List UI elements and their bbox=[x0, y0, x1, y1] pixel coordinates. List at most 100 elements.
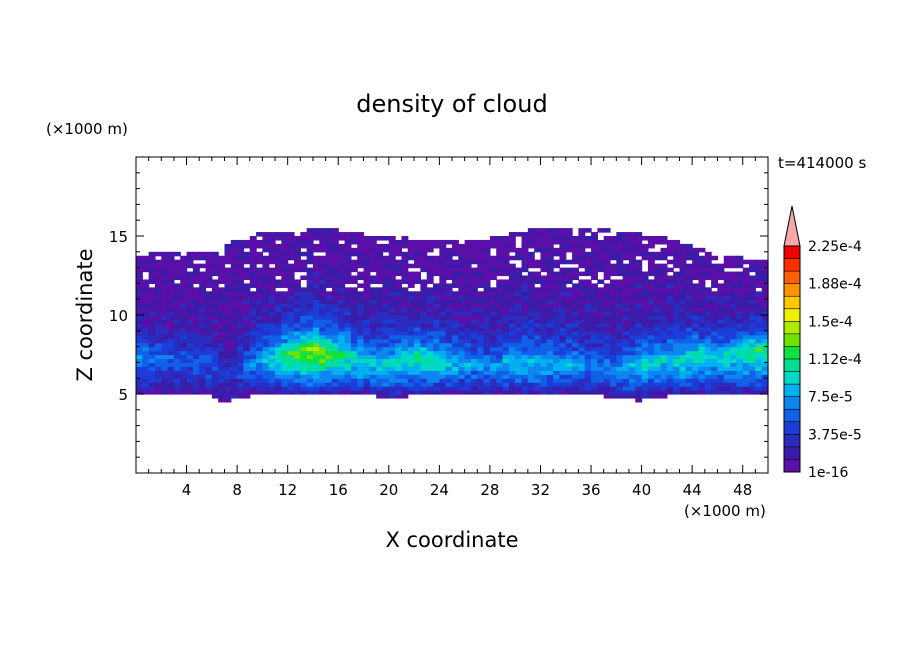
density-cell bbox=[426, 378, 434, 383]
density-cell bbox=[496, 259, 504, 265]
density-cell bbox=[679, 346, 687, 352]
density-cell bbox=[199, 366, 207, 371]
density-cell bbox=[534, 303, 542, 308]
density-cell bbox=[338, 275, 346, 281]
density-cell bbox=[199, 326, 207, 332]
density-cell bbox=[414, 251, 421, 257]
density-cell bbox=[167, 263, 175, 269]
density-cell bbox=[534, 386, 542, 391]
density-cell bbox=[287, 366, 295, 371]
density-cell bbox=[395, 358, 403, 363]
density-cell bbox=[306, 311, 314, 316]
density-cell bbox=[565, 275, 573, 281]
density-cell bbox=[717, 263, 725, 269]
density-cell bbox=[154, 311, 162, 316]
density-cell bbox=[306, 318, 314, 324]
density-cell bbox=[553, 295, 561, 300]
density-cell bbox=[173, 370, 181, 375]
density-cell bbox=[344, 303, 352, 308]
density-cell bbox=[496, 263, 504, 269]
density-cell bbox=[388, 318, 396, 324]
density-cell bbox=[395, 307, 403, 312]
density-cell bbox=[610, 322, 617, 328]
density-cell bbox=[407, 279, 415, 284]
colorbar-label: 2.25e-4 bbox=[808, 239, 862, 255]
density-cell bbox=[395, 390, 403, 395]
density-cell bbox=[300, 315, 308, 320]
density-cell bbox=[388, 386, 396, 391]
density-cell bbox=[761, 342, 769, 348]
density-cell bbox=[306, 378, 314, 383]
density-cell bbox=[205, 358, 213, 363]
density-cell bbox=[508, 279, 516, 284]
density-cell bbox=[584, 374, 592, 379]
density-cell bbox=[312, 370, 320, 375]
density-cell bbox=[230, 259, 238, 265]
density-cell bbox=[572, 382, 579, 387]
density-cell bbox=[584, 259, 592, 265]
density-cell bbox=[407, 338, 415, 344]
density-cell bbox=[673, 326, 681, 332]
density-cell bbox=[268, 271, 276, 277]
density-cell bbox=[420, 370, 428, 375]
density-cell bbox=[350, 279, 358, 284]
density-cell bbox=[161, 326, 169, 332]
density-cell bbox=[654, 267, 662, 273]
colorbar-label: 3.75e-5 bbox=[808, 427, 862, 443]
density-cell bbox=[578, 311, 586, 316]
density-cell bbox=[275, 303, 282, 308]
density-cell bbox=[616, 291, 624, 296]
density-cell bbox=[755, 259, 763, 265]
density-cell bbox=[591, 390, 598, 395]
density-cell bbox=[306, 295, 314, 300]
density-cell bbox=[565, 279, 573, 284]
density-cell bbox=[287, 362, 295, 367]
density-cell bbox=[186, 338, 194, 344]
density-cell bbox=[610, 283, 617, 288]
x-tick-label: 32 bbox=[531, 481, 550, 499]
density-cell bbox=[483, 362, 491, 367]
density-cell bbox=[154, 354, 162, 360]
density-cell bbox=[685, 382, 693, 387]
density-cell bbox=[546, 390, 554, 395]
density-cell bbox=[325, 386, 333, 391]
density-cell bbox=[578, 259, 586, 265]
density-cell bbox=[685, 287, 693, 292]
density-cell bbox=[483, 283, 491, 288]
density-cell bbox=[502, 243, 510, 249]
density-cell bbox=[445, 338, 453, 344]
density-cell bbox=[218, 342, 226, 348]
density-cell bbox=[508, 307, 516, 312]
density-cell bbox=[363, 318, 371, 324]
density-cell bbox=[161, 267, 169, 273]
density-cell bbox=[199, 346, 207, 352]
density-cell bbox=[439, 346, 447, 352]
density-cell bbox=[527, 358, 535, 363]
density-cell bbox=[350, 291, 358, 296]
density-cell bbox=[173, 307, 181, 312]
density-cell bbox=[616, 354, 624, 360]
density-cell bbox=[167, 370, 175, 375]
density-cell bbox=[218, 346, 226, 352]
x-tick-label: 4 bbox=[182, 481, 192, 499]
density-cell bbox=[452, 263, 459, 269]
density-cell bbox=[199, 318, 207, 324]
density-cell bbox=[464, 318, 472, 324]
density-cell bbox=[591, 386, 598, 391]
density-cell bbox=[256, 283, 263, 288]
density-cell bbox=[635, 370, 643, 375]
density-cell bbox=[730, 259, 737, 265]
density-cell bbox=[363, 259, 371, 265]
density-cell bbox=[647, 330, 655, 336]
density-cell bbox=[382, 342, 390, 348]
density-cell bbox=[521, 362, 529, 367]
density-cell bbox=[445, 299, 453, 304]
density-cell bbox=[704, 315, 712, 320]
density-cell bbox=[527, 378, 535, 383]
density-cell bbox=[300, 251, 308, 257]
density-cell bbox=[312, 330, 320, 336]
density-cell bbox=[698, 263, 706, 269]
density-cell bbox=[363, 378, 371, 383]
density-cell bbox=[414, 338, 421, 344]
density-cell bbox=[591, 291, 598, 296]
